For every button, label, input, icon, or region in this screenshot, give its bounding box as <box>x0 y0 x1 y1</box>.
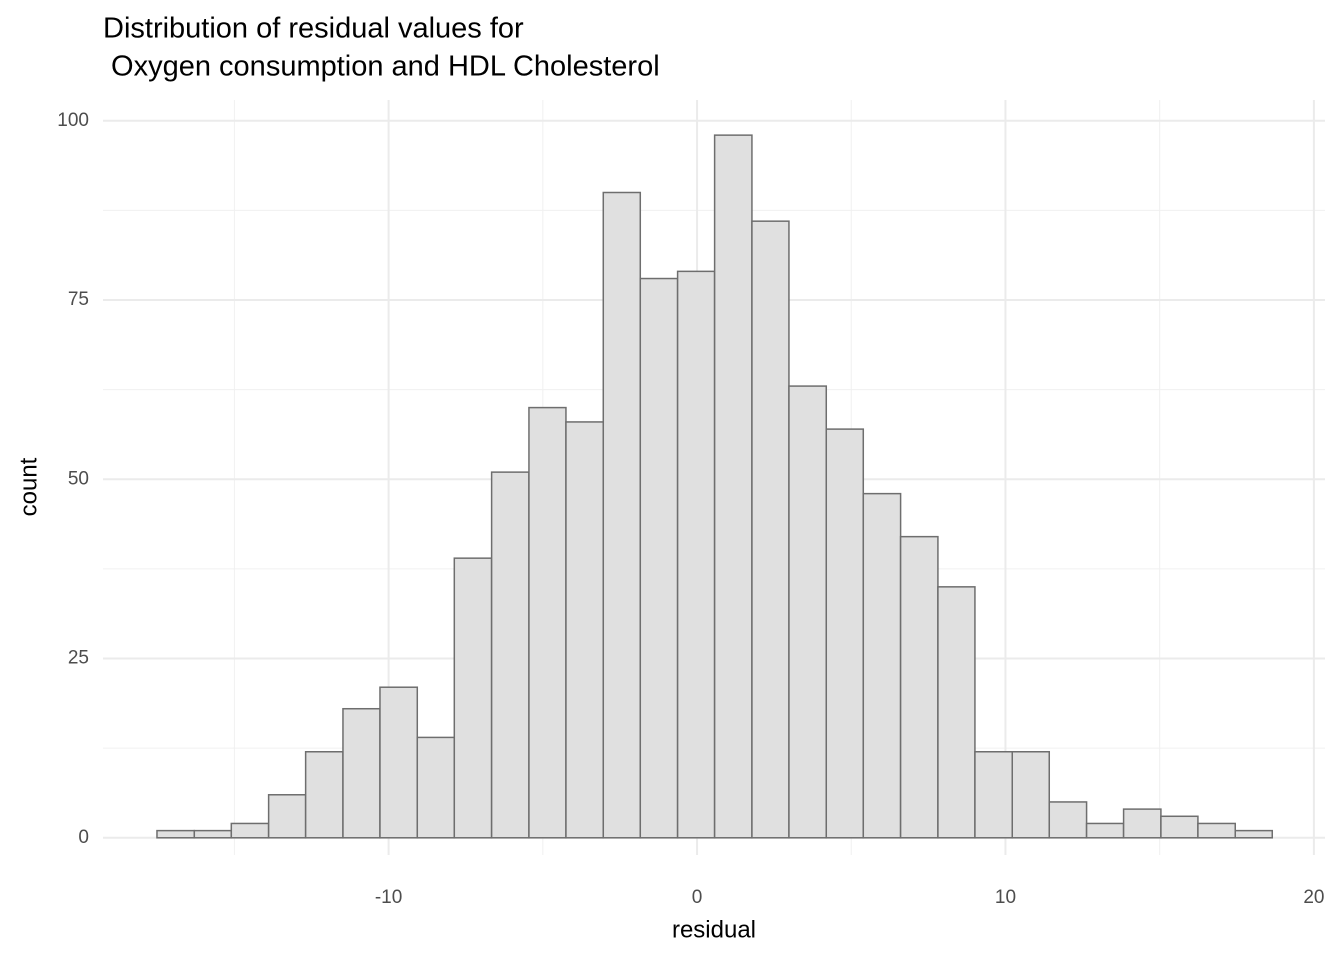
bar <box>565 421 605 839</box>
y-axis-title: count <box>15 457 42 516</box>
bar <box>490 471 530 839</box>
x-tick-label: 10 <box>995 887 1016 908</box>
bar <box>1234 829 1274 839</box>
y-tick-label: 50 <box>68 468 89 489</box>
bar <box>379 686 419 839</box>
x-tick-label: -10 <box>375 887 402 908</box>
bar <box>453 557 493 839</box>
chart-title: Oxygen consumption and HDL Cholesterol <box>103 51 660 83</box>
bar <box>713 134 753 839</box>
bar <box>1160 815 1199 839</box>
bar <box>528 406 567 839</box>
bar <box>1197 822 1236 839</box>
bar <box>974 751 1014 839</box>
y-tick-label: 25 <box>68 648 89 669</box>
bar <box>639 277 679 839</box>
bar <box>416 736 456 839</box>
x-tick-label: 20 <box>1303 887 1324 908</box>
bar <box>1122 808 1162 839</box>
bar <box>230 822 270 839</box>
bar <box>156 829 196 839</box>
bar <box>862 492 902 839</box>
y-tick-label: 100 <box>57 110 89 131</box>
bar <box>1011 751 1051 839</box>
bar <box>676 270 716 839</box>
bar <box>193 829 233 839</box>
bar <box>937 586 976 839</box>
bar <box>899 535 939 839</box>
x-axis-title: residual <box>672 916 756 943</box>
bar <box>304 751 344 839</box>
bar <box>788 385 828 839</box>
y-tick-label: 75 <box>68 289 89 310</box>
bar <box>602 191 642 839</box>
bar <box>342 707 381 839</box>
chart-title: Distribution of residual values for <box>103 13 524 45</box>
x-tick-label: 0 <box>692 887 703 908</box>
bar <box>1085 822 1125 839</box>
bar <box>267 794 307 839</box>
bar <box>1048 801 1088 839</box>
y-tick-label: 0 <box>78 827 89 848</box>
bar <box>751 220 790 839</box>
bar <box>825 428 865 839</box>
